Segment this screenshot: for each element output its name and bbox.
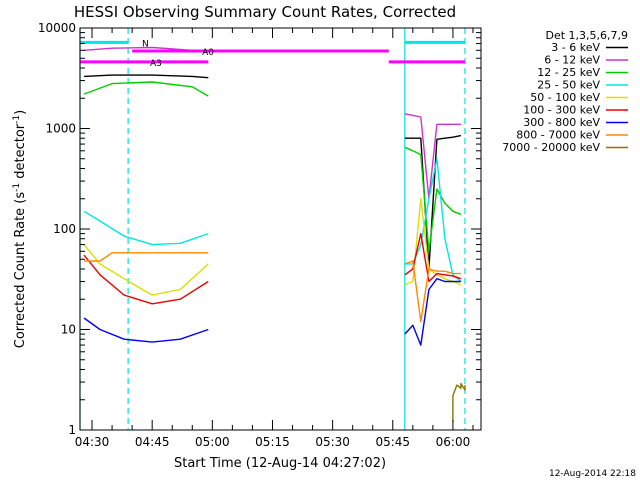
- y-axis-label-main: Corrected Count Rate (s: [13, 192, 28, 349]
- series-line-6: [83, 278, 461, 346]
- legend-label-2: 12 - 25 keV: [537, 66, 600, 79]
- plot-frame: [79, 27, 482, 431]
- chart-title: HESSI Observing Summary Count Rates, Cor…: [74, 3, 456, 21]
- x-tick-label: 04:30: [75, 435, 110, 449]
- annotation-label-0: N: [142, 39, 149, 49]
- legend-label-6: 300 - 800 keV: [523, 116, 600, 129]
- legend-label-1: 6 - 12 keV: [544, 54, 600, 67]
- series-line-7: [84, 252, 461, 323]
- x-tick-label: 06:00: [436, 435, 471, 449]
- plot-area: [79, 28, 466, 430]
- annotation-layer: N A0 A3: [80, 39, 465, 69]
- legend-label-8: 7000 - 20000 keV: [502, 141, 600, 154]
- series-line-0: [83, 74, 462, 270]
- x-axis-label: Start Time (12-Aug-14 04:27:02): [174, 456, 386, 471]
- series-line-2: [83, 81, 462, 252]
- legend-label-7: 800 - 7000 keV: [516, 129, 600, 142]
- series-line-8: [452, 382, 466, 422]
- y-axis-label-end: ): [13, 110, 28, 115]
- y-tick-label: 1: [68, 423, 76, 437]
- y-axis-label: Corrected Count Rate (s-1 detector-1): [12, 110, 28, 348]
- legend-label-0: 3 - 6 keV: [551, 41, 600, 54]
- x-tick-label: 04:45: [135, 435, 170, 449]
- x-tick-label: 05:45: [375, 435, 410, 449]
- legend-label-4: 50 - 100 keV: [530, 91, 600, 104]
- x-tick-label: 05:30: [315, 435, 350, 449]
- y-axis-label-sup: -1: [12, 183, 22, 192]
- annotation-label-1: A0: [202, 48, 214, 58]
- legend-label-3: 25 - 50 keV: [537, 79, 600, 92]
- y-tick-label: 1000: [45, 122, 76, 136]
- timestamp: 12-Aug-2014 22:18: [549, 469, 636, 479]
- legend-label-5: 100 - 300 keV: [523, 104, 600, 117]
- y-axis-label-sup2: -1: [12, 115, 22, 124]
- y-axis: 1 10 100 1000 10000: [38, 21, 481, 437]
- annotation-label-2: A3: [150, 59, 162, 69]
- x-tick-label: 05:00: [195, 435, 230, 449]
- y-tick-label: 10: [61, 323, 76, 337]
- series-layer: [83, 46, 466, 422]
- y-tick-label: 100: [53, 222, 76, 236]
- y-tick-label: 10000: [38, 21, 76, 35]
- x-tick-label: 05:15: [255, 435, 290, 449]
- legend-title: Det 1,3,5,6,7,9: [545, 29, 628, 42]
- series-line-5: [83, 232, 462, 305]
- y-axis-label-mid: detector: [13, 123, 28, 183]
- x-axis: 04:30 04:45 05:00 05:15 05:30 05:45 06:00: [75, 28, 474, 449]
